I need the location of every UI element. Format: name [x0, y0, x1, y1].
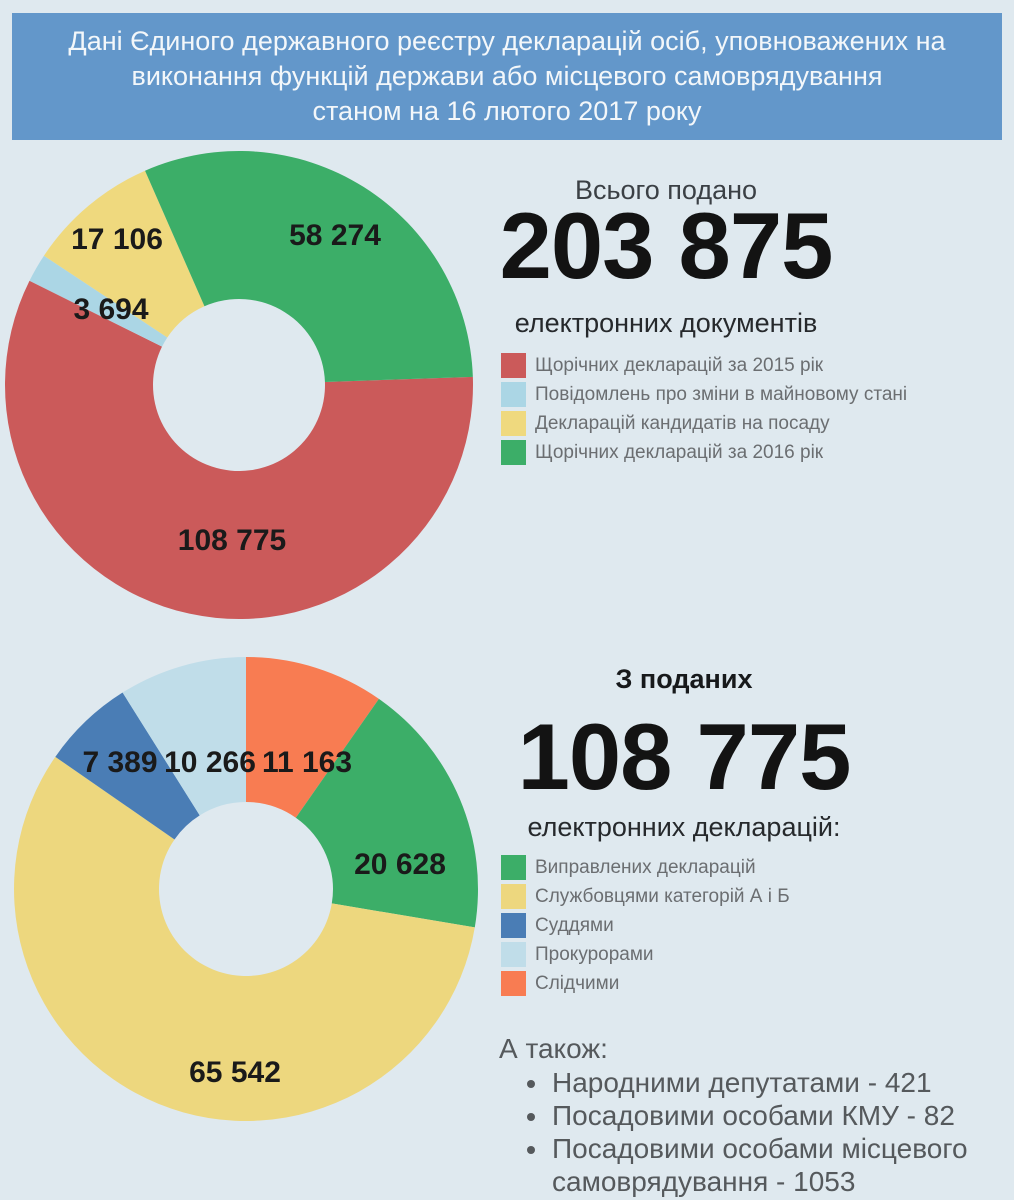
legend-item-0: Виправлених декларацій	[501, 853, 790, 882]
slice-value-label-3: 10 266	[164, 746, 256, 779]
legend-label-3: Щорічних декларацій за 2016 рік	[535, 441, 824, 463]
slice-value-label-0: 20 628	[354, 848, 446, 881]
also-list: Народними депутатами - 421Посадовими осо…	[499, 1066, 979, 1198]
donut-chart-declarations: 20 628 65 542 7 389 10 266 11 163	[13, 656, 479, 1122]
donut-slice-0	[295, 698, 479, 928]
header-banner: Дані Єдиного державного реєстру декларац…	[12, 13, 1002, 140]
legend-label-0: Щорічних декларацій за 2015 рік	[535, 354, 824, 376]
legend-swatch-0	[501, 353, 526, 378]
slice-value-label-1: 65 542	[189, 1056, 281, 1089]
chart2-legend: Виправлених декларацій Службовцями катего…	[501, 853, 790, 998]
legend-swatch-0	[501, 855, 526, 880]
header-line-1: Дані Єдиного державного реєстру декларац…	[68, 26, 946, 56]
legend-swatch-4	[501, 971, 526, 996]
also-item-1: Посадовими особами КМУ - 82	[550, 1099, 979, 1132]
donut-slice-1	[14, 756, 475, 1121]
slice-value-label-3: 58 274	[289, 219, 381, 252]
slice-value-label-1: 3 694	[73, 293, 149, 326]
donut-slice-3	[145, 151, 473, 382]
also-item-0: Народними депутатами - 421	[550, 1066, 979, 1099]
donut-svg	[5, 151, 474, 619]
legend-swatch-2	[501, 913, 526, 938]
legend-label-4: Слідчими	[535, 972, 620, 994]
legend-label-2: Суддями	[535, 914, 614, 936]
also-item-2: Посадовими особами місцевого самоврядува…	[550, 1132, 979, 1198]
legend-item-2: Суддями	[501, 911, 790, 940]
slice-value-label-0: 108 775	[177, 524, 287, 557]
also-heading: А також:	[499, 1033, 608, 1064]
legend-swatch-2	[501, 411, 526, 436]
legend-item-1: Службовцями категорій А і Б	[501, 882, 790, 911]
legend-item-4: Слідчими	[501, 969, 790, 998]
donut-slice-2	[55, 692, 200, 840]
legend-item-3: Прокурорами	[501, 940, 790, 969]
legend-item-2: Декларацій кандидатів на посаду	[501, 409, 907, 438]
legend-swatch-1	[501, 884, 526, 909]
legend-item-1: Повідомлень про зміни в майновому стані	[501, 380, 907, 409]
chart1-title: Всього подано	[574, 175, 758, 205]
header-line-3: станом на 16 лютого 2017 року	[312, 96, 702, 126]
chart1-legend: Щорічних декларацій за 2015 рік Повідомле…	[501, 351, 907, 467]
donut-slice-2	[43, 170, 205, 338]
header-line-2: виконання функцій держави або місцевого …	[131, 61, 883, 91]
slice-value-label-2: 7 389	[82, 746, 158, 779]
donut-slice-4	[246, 657, 379, 818]
legend-swatch-3	[501, 942, 526, 967]
legend-label-3: Прокурорами	[535, 943, 654, 965]
also-block: А також: Народними депутатами - 421Посад…	[499, 1032, 979, 1198]
legend-label-1: Повідомлень про зміни в майновому стані	[535, 383, 908, 405]
slice-value-label-4: 11 163	[261, 746, 353, 779]
chart2-title: З поданих	[615, 664, 753, 694]
donut-chart-documents: 108 775 3 694 17 106 58 274	[2, 150, 474, 622]
legend-item-0: Щорічних декларацій за 2015 рік	[501, 351, 907, 380]
legend-swatch-3	[501, 440, 526, 465]
donut-slice-0	[5, 280, 474, 619]
legend-label-1: Службовцями категорій А і Б	[535, 885, 790, 907]
chart1-subtitle: електронних документів	[514, 308, 818, 338]
legend-item-3: Щорічних декларацій за 2016 рік	[501, 438, 907, 467]
slice-value-label-2: 17 106	[71, 223, 163, 256]
legend-label-0: Виправлених декларацій	[535, 856, 756, 878]
donut-slice-1	[29, 255, 168, 347]
donut-slice-3	[122, 657, 246, 816]
chart2-subtitle: електронних декларацій:	[527, 812, 841, 842]
chart1-total: 203 875	[499, 193, 834, 298]
legend-swatch-1	[501, 382, 526, 407]
chart2-total: 108 775	[517, 704, 852, 809]
donut-svg	[14, 657, 479, 1121]
legend-label-2: Декларацій кандидатів на посаду	[535, 412, 830, 434]
